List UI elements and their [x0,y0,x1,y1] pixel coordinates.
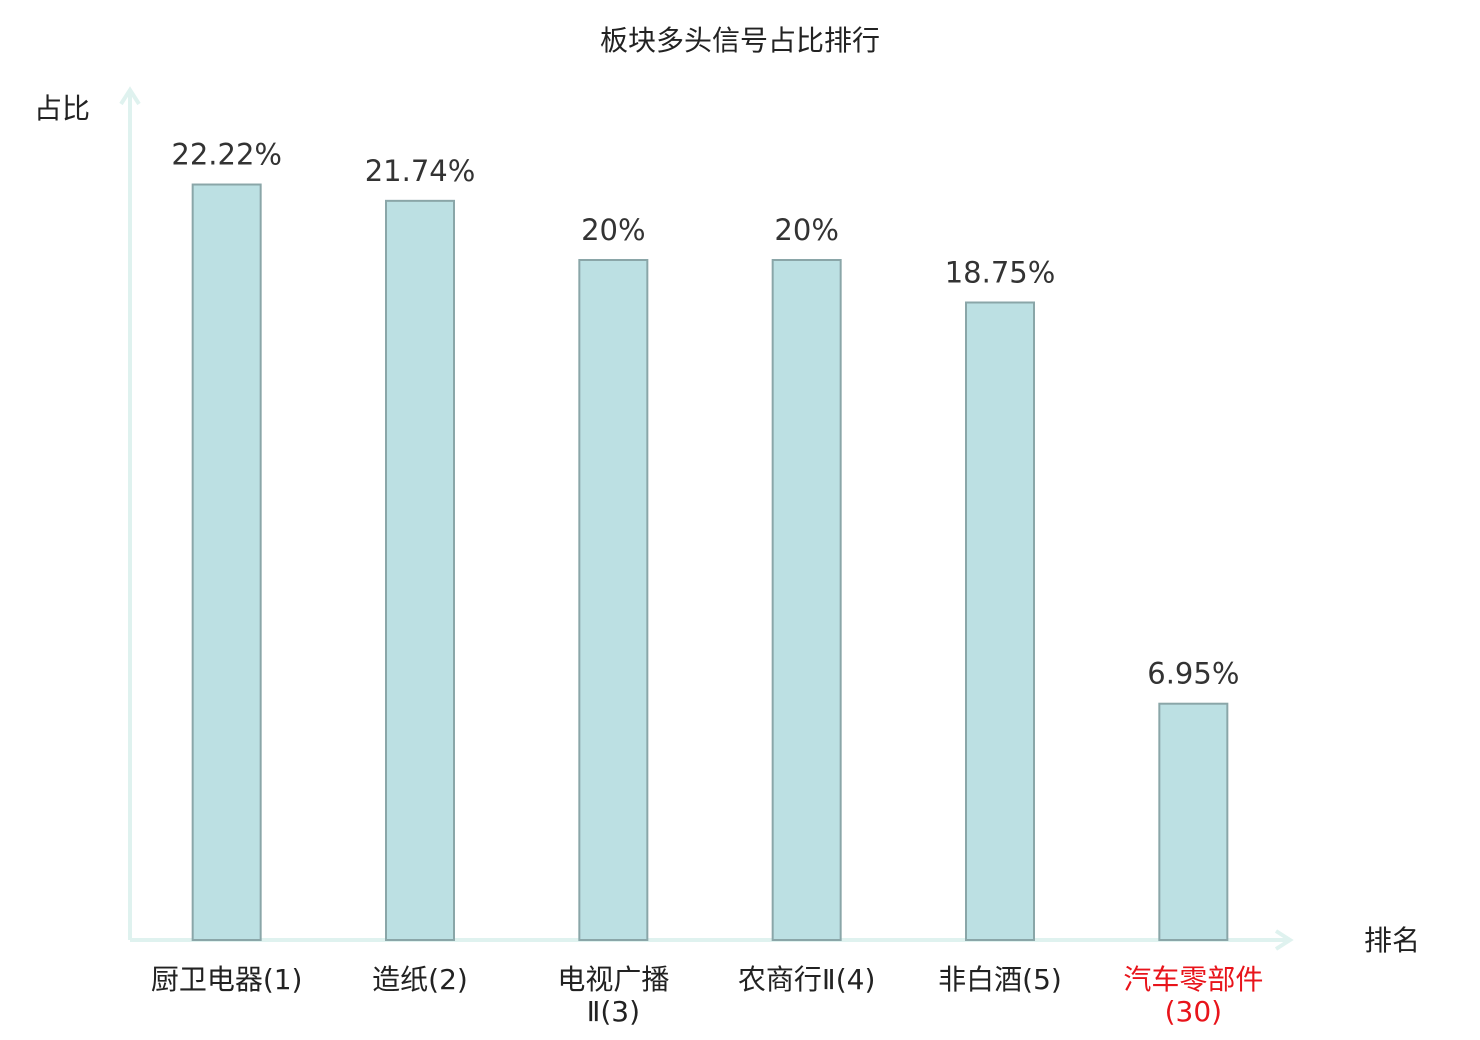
x-tick-label: 非白酒(5) [938,963,1062,996]
value-label: 18.75% [945,256,1056,290]
value-label: 6.95% [1147,657,1239,691]
value-label: 21.74% [365,154,476,188]
value-label: 20% [774,213,838,247]
y-axis-label: 占比 [34,92,90,125]
x-tick-label: 造纸(2) [372,963,468,996]
value-label: 20% [581,213,645,247]
x-axis-arrow [1274,929,1294,951]
bar [771,259,842,941]
value-label: 22.22% [171,138,282,172]
x-tick-label: 厨卫电器(1) [150,963,303,996]
x-tick-label: 农商行Ⅱ(4) [737,963,876,996]
chart-title: 板块多头信号占比排行 [600,24,880,57]
x-tick-label: 汽车零部件(30) [1123,963,1264,1028]
y-axis-arrow [119,86,141,106]
x-axis-label: 排名 [1364,924,1420,957]
x-tick-label: 电视广播Ⅱ(3) [557,963,670,1028]
bar [965,301,1035,941]
bar [578,259,649,941]
bar [191,183,262,941]
bar [1158,702,1229,942]
bar [385,199,455,941]
